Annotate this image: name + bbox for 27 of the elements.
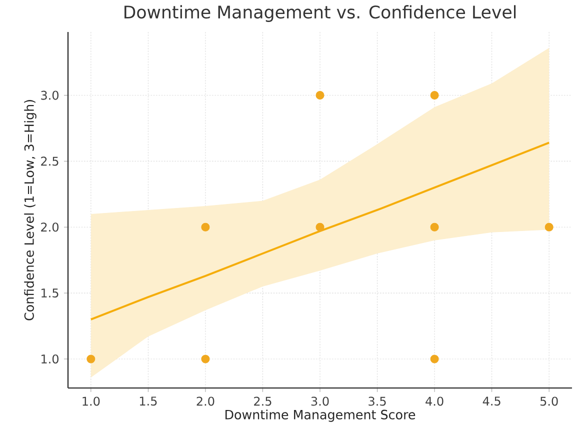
y-tick-label: 2.0: [41, 222, 58, 232]
point: [544, 222, 554, 232]
point: [201, 354, 210, 364]
point: [316, 91, 324, 100]
x-tick-label: 1.0: [82, 396, 100, 406]
x-tick-label: 5.0: [540, 396, 558, 406]
y-tick-label: 2.5: [41, 156, 58, 166]
point: [201, 222, 210, 232]
y-axis-title: Confidence Level (1=Low, 3=High): [24, 100, 36, 320]
chart-title: Downtime Management vs. Confidence Level: [124, 5, 516, 22]
x-tick-label: 4.5: [482, 396, 500, 406]
point: [316, 222, 324, 232]
x-tick-label: 2.0: [196, 396, 214, 406]
point: [86, 354, 96, 364]
y-tick-label: 3.0: [41, 90, 58, 100]
point: [430, 91, 439, 100]
point: [430, 222, 439, 232]
x-tick-label: 1.5: [140, 396, 157, 406]
x-tick-label: 3.5: [368, 396, 386, 406]
x-tick-label: 2.5: [254, 396, 272, 406]
point: [430, 354, 439, 364]
y-tick-label: 1.5: [42, 288, 58, 298]
x-axis-title: Downtime Management Score: [225, 410, 416, 422]
x-tick-label: 4.0: [426, 396, 444, 406]
y-tick-label: 1.0: [42, 354, 58, 364]
x-tick-label: 3.0: [311, 396, 329, 406]
line-series: [90, 142, 550, 320]
